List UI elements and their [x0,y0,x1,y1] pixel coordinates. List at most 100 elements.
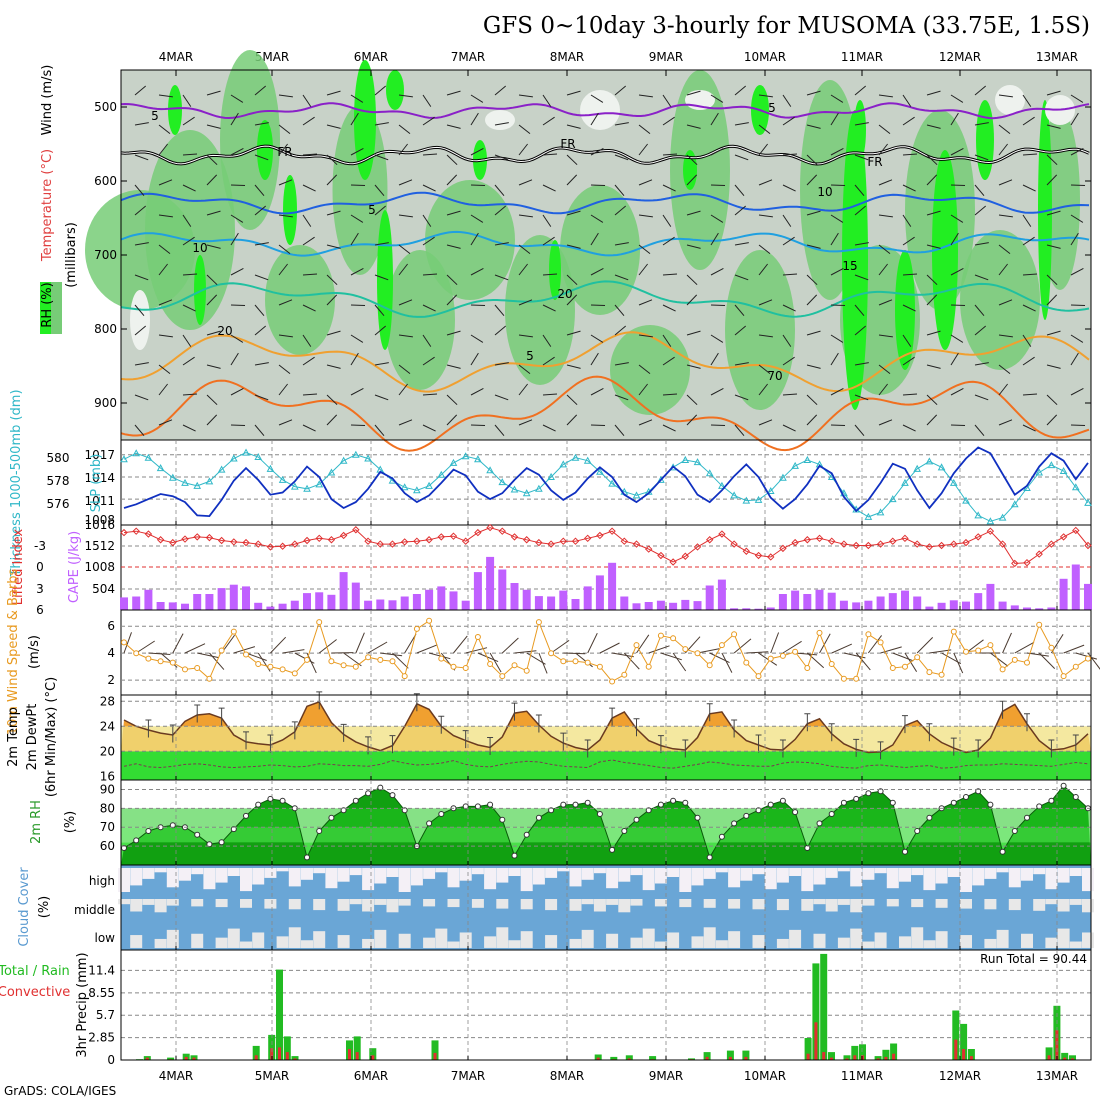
li-marker [767,553,775,561]
cape-bar [656,600,665,610]
thickness-marker [925,457,934,465]
wind-barb [998,143,1008,156]
wind-barb [998,263,1008,276]
wind-barb [518,299,533,306]
cloud-mid-gap [801,899,814,911]
wind-speed-marker [340,662,347,669]
cape-bar [449,591,458,610]
temp-tick: 28 [100,694,115,708]
precip-conv-bar [254,1055,258,1060]
wind-barb [590,387,604,396]
wind-barb [1070,94,1084,103]
wind-barb [542,153,558,156]
rh-marker [523,831,530,838]
wind-speed-marker [889,665,896,671]
thickness-marker [181,478,189,486]
thickness-marker [254,452,263,460]
wind-barb [926,244,941,249]
wind-barb [686,210,701,216]
cloud-high-gap [923,868,936,891]
cloud-high-gap [789,868,802,876]
thickness-marker [559,460,568,468]
rh-low-region [995,85,1025,115]
wind-barb [350,147,364,156]
wind-barb [158,299,173,306]
wind-speed-marker [950,628,957,635]
li-marker [217,536,226,545]
temp2m-panel: 28 24 20 16 [100,691,1092,783]
cape-bar [278,603,287,610]
wind-barb [638,214,653,218]
panel-frame [120,949,1092,1061]
cape-bar [522,589,531,610]
wind-barb [1002,632,1012,654]
wind-barb [302,236,315,246]
cape-bar [303,593,311,610]
rh-marker [645,807,652,814]
cloud-low-gap [130,935,143,948]
cape-bar [205,594,214,610]
wind-tick: 2 [107,673,115,687]
li-marker [583,534,592,543]
wind-barb [182,236,195,246]
wind-barb [854,304,865,317]
cloud-mid-gap [374,899,387,905]
wind-speed-marker [462,665,469,671]
li-marker [571,537,580,545]
wind-barb [350,184,366,186]
cape-bar [669,602,678,610]
wind-barb [806,274,818,286]
wind-barb [470,334,484,343]
rh-marker [816,820,823,827]
precip-conv-bar [1055,1030,1059,1060]
cloud-mid-gap [154,899,167,913]
wind-barb [950,94,964,103]
wind-barb [422,304,436,312]
li-tick: 0 [36,560,44,574]
wind-barb [974,325,987,336]
thickness-marker [571,453,580,461]
wind-barb [278,263,288,276]
cape-bar [315,592,324,610]
thickness-marker [205,477,214,485]
li-marker [803,536,812,544]
thickness-marker [242,448,250,456]
li-marker [474,528,482,537]
cloud-high-gap [593,868,606,874]
wind-barb [542,393,558,396]
wind-barb [902,424,916,432]
cloud-high-gap [874,868,887,874]
li-marker [413,537,421,545]
wind-barb [590,304,606,306]
cape-bar [242,586,250,610]
cloud-high-gap [337,868,350,882]
precip-tick: 0 [107,1053,115,1067]
thickness-marker [229,454,238,462]
contour-label: 20 [217,324,232,338]
wind-barb [662,273,678,276]
li-marker [730,540,738,548]
precip-total-bar [283,1036,291,1060]
wind-barb [638,299,653,306]
wind-speed-marker [987,642,994,649]
rh2m-unit-label: (%) [63,811,78,834]
wind-barb [1070,267,1084,276]
cape-bar [437,586,446,610]
wind-barb [494,325,507,336]
thickness-marker [535,484,543,492]
li-marker [925,543,934,551]
wind-barb [1038,652,1056,669]
cape-bar [1047,607,1056,610]
wind-barb [614,304,625,317]
li-marker [596,531,604,540]
wind-barb [1022,236,1035,246]
cloud-low-gap [850,928,863,948]
date-label-bottom: 7MAR [451,1069,486,1083]
wind-barb [374,325,387,336]
thickness-marker [486,466,494,474]
precip-conv-bar [371,1055,375,1060]
wind-barb [1022,334,1032,347]
wind-barb [746,651,769,654]
wind-barb [638,179,653,186]
rh-marker [206,841,213,848]
